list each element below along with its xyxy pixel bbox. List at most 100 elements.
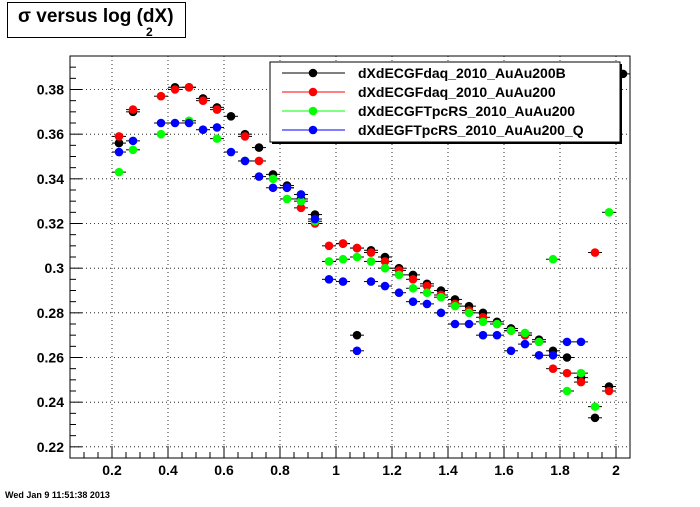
data-point xyxy=(310,214,320,224)
data-point xyxy=(464,308,474,318)
legend: dXdECGFdaq_2010_AuAu200B dXdECGFdaq_2010_… xyxy=(269,61,622,144)
y-tick-label: 0.38 xyxy=(37,82,64,98)
data-point xyxy=(296,196,306,206)
data-point xyxy=(520,339,530,349)
data-point xyxy=(408,283,418,293)
y-tick-label: 0.26 xyxy=(37,350,64,366)
data-point xyxy=(240,156,250,166)
x-tick-label: 0.8 xyxy=(270,462,290,478)
data-point xyxy=(212,105,222,114)
data-point xyxy=(156,118,166,128)
data-point xyxy=(366,277,376,286)
y-tick-label: 0.24 xyxy=(37,394,64,410)
x-tick-label: 2 xyxy=(612,462,620,478)
x-tick-label: 0.2 xyxy=(102,462,122,478)
data-point xyxy=(408,297,418,306)
legend-box xyxy=(269,61,621,143)
data-point xyxy=(366,257,376,266)
data-point xyxy=(492,319,502,329)
data-point xyxy=(282,194,292,204)
data-point xyxy=(562,386,572,396)
y-tick-label: 0.22 xyxy=(37,439,64,455)
data-point xyxy=(128,145,138,155)
data-point xyxy=(492,330,502,340)
data-point xyxy=(534,337,544,347)
data-point xyxy=(296,203,306,213)
data-point xyxy=(464,319,474,329)
data-point xyxy=(478,317,488,327)
legend-marker xyxy=(308,125,318,135)
data-point xyxy=(422,299,432,309)
data-point xyxy=(170,85,180,94)
data-point xyxy=(576,377,586,387)
x-tick-label: 1.2 xyxy=(382,462,402,478)
data-point xyxy=(184,82,194,92)
y-tick-label: 0.36 xyxy=(37,126,64,142)
data-point xyxy=(128,136,138,146)
y-tick-label: 0.32 xyxy=(37,216,64,232)
data-point xyxy=(422,281,432,291)
title-box: σ versus log (dX) 2 xyxy=(7,2,186,39)
legend-marker xyxy=(308,68,318,78)
y-tick-label: 0.3 xyxy=(45,260,65,276)
chart-title-subscript: 2 xyxy=(146,25,153,39)
data-point xyxy=(506,326,516,336)
x-tick-label: 1.8 xyxy=(550,462,570,478)
data-point xyxy=(254,143,264,152)
data-point xyxy=(380,263,390,273)
data-point xyxy=(436,308,446,318)
timestamp: Wed Jan 9 11:51:38 2013 xyxy=(5,490,110,500)
axis-ticks: 0.2 0.4 0.6 0.8 1 1.2 1.4 1.6 1.8 2 0.22 0.24 0.26 0.… xyxy=(37,55,631,478)
data-point xyxy=(450,319,460,329)
x-tick-label: 1.4 xyxy=(438,462,458,478)
legend-label: dXdECGFdaq_2010_AuAu200B xyxy=(358,65,566,81)
data-point xyxy=(548,254,558,264)
data-point xyxy=(576,368,586,378)
data-point xyxy=(114,138,124,148)
data-point xyxy=(604,208,614,217)
x-tick-label: 1 xyxy=(332,462,340,478)
data-point xyxy=(450,301,460,311)
data-point xyxy=(226,147,236,157)
data-point xyxy=(366,248,376,257)
data-point xyxy=(198,96,208,105)
data-point xyxy=(324,275,334,284)
data-point xyxy=(604,386,614,396)
data-point xyxy=(590,413,600,423)
data-point xyxy=(114,147,124,157)
x-tick-label: 0.6 xyxy=(214,462,234,478)
data-point xyxy=(296,190,306,199)
data-point xyxy=(590,248,600,257)
legend-label: dXdECGFdaq_2010_AuAu200 xyxy=(358,84,556,100)
data-point xyxy=(212,134,222,143)
data-point xyxy=(156,91,166,101)
legend-marker xyxy=(308,87,318,97)
chart-title: σ versus log (dX) xyxy=(18,6,174,27)
data-point xyxy=(352,346,362,356)
data-point xyxy=(590,402,600,411)
data-point xyxy=(324,241,334,251)
data-point xyxy=(268,174,278,184)
data-point xyxy=(114,132,124,141)
data-point xyxy=(548,364,558,373)
data-point xyxy=(128,105,138,114)
data-point xyxy=(352,252,362,262)
data-point xyxy=(254,156,264,166)
legend-marker xyxy=(308,106,318,116)
y-tick-label: 0.34 xyxy=(37,171,64,187)
data-point xyxy=(478,330,488,340)
data-point xyxy=(114,167,124,177)
data-point xyxy=(212,123,222,132)
data-point xyxy=(240,132,250,141)
legend-label: dXdEGFTpcRS_2010_AuAu200_Q xyxy=(358,122,584,138)
data-point xyxy=(338,254,348,264)
data-points xyxy=(112,69,630,423)
data-point xyxy=(184,118,194,128)
data-point xyxy=(436,292,446,302)
data-point xyxy=(520,328,530,338)
data-point xyxy=(170,118,180,128)
data-point xyxy=(534,350,544,360)
data-point xyxy=(408,275,418,284)
y-tick-label: 0.28 xyxy=(37,305,64,321)
data-point xyxy=(268,183,278,193)
